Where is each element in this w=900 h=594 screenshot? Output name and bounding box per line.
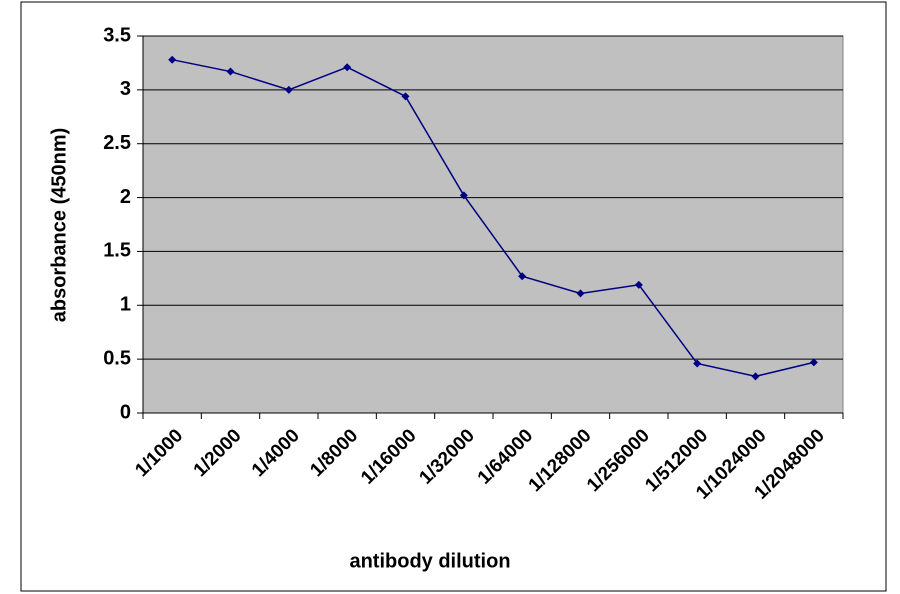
plot-area [142,35,844,414]
data-point [226,67,235,76]
data-point [693,359,702,368]
data-point [634,280,643,289]
data-line [172,58,815,378]
x-axis-label: antibody dilution [349,550,510,572]
y-tick-label: 1 [120,294,131,316]
data-point [343,63,352,72]
y-tick-label: 2.5 [103,132,131,154]
y-tick-label: 3.5 [103,24,131,46]
data-point [576,289,585,298]
y-tick-label: 3 [120,78,131,100]
data-point [459,191,468,200]
data-point [751,372,760,381]
y-tick-label: 0 [120,401,131,423]
data-point [401,92,410,101]
data-point [518,272,527,281]
data-point [168,55,177,64]
y-tick-label: 1.5 [103,240,131,262]
y-tick-label: 0.5 [103,347,131,369]
y-tick-label: 2 [120,186,131,208]
data-point [284,85,293,94]
data-point [809,358,818,367]
y-axis-label: absorbance (450nm) [48,128,70,323]
